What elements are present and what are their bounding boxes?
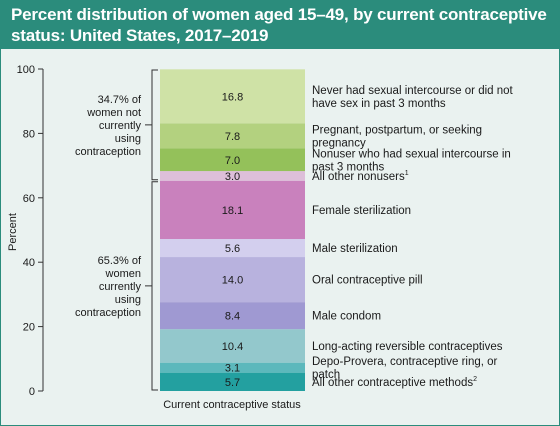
legend-label: All other nonusers1 (312, 170, 409, 183)
group-bracket (145, 69, 158, 181)
bar-segment (160, 239, 305, 258)
segment-value-label: 14.0 (222, 275, 243, 287)
bar-segment (160, 180, 305, 240)
segment-value-label: 7.0 (225, 155, 240, 167)
segment-value-label: 18.1 (222, 205, 243, 217)
y-tick-label: 100 (17, 64, 35, 76)
legend-label: Long-acting reversible contraceptives (312, 341, 503, 353)
segment-value-label: 16.8 (222, 91, 243, 103)
segment-value-label: 3.1 (225, 363, 240, 375)
legend-label: Depo-Provera, contraceptive ring, or patc… (312, 356, 498, 381)
bar-segment (160, 302, 305, 330)
segment-value-label: 3.0 (225, 171, 240, 183)
legend-label: Male condom (312, 311, 381, 323)
group-label: 34.7% of women not currently using contracep… (75, 94, 142, 158)
legend-label: Never had sexual intercourse or did not h… (312, 85, 514, 110)
y-tick-label: 20 (23, 322, 35, 334)
segment-value-label: 8.4 (225, 311, 240, 323)
legend-label: Pregnant, postpartum, or seeking pregnanc… (312, 124, 482, 149)
segment-value-label: 10.4 (222, 341, 243, 353)
legend-label: Female sterilization (312, 205, 411, 217)
y-axis-label: Percent (7, 213, 19, 251)
legend-label: Male sterilization (312, 243, 398, 255)
title-banner: Percent distribution of women aged 15–49… (1, 1, 559, 49)
segment-value-label: 5.7 (225, 377, 240, 389)
chart-title: Percent distribution of women aged 15–49… (11, 5, 547, 45)
group-bracket (145, 181, 158, 391)
x-axis-label: Current contraceptive status (163, 399, 301, 411)
y-tick-label: 60 (23, 193, 35, 205)
bar-segment (160, 372, 305, 391)
bar-segment (160, 69, 305, 124)
segment-value-label: 7.8 (225, 131, 240, 143)
bar-segment (160, 329, 305, 363)
y-tick-label: 0 (29, 386, 35, 398)
y-tick-label: 80 (23, 128, 35, 140)
bar-segment (160, 123, 305, 149)
legend-label: Oral contraceptive pill (312, 275, 423, 287)
bar-segment (160, 257, 305, 303)
y-tick-label: 40 (23, 257, 35, 269)
bar-segment (160, 171, 305, 181)
segment-value-label: 5.6 (225, 243, 240, 255)
bar-segment (160, 362, 305, 373)
legend-label: Nonuser who had sexual intercourse in pas… (312, 148, 511, 173)
legend-label: All other contraceptive methods2 (312, 376, 477, 389)
bar-segment (160, 148, 305, 172)
group-label: 65.3% of women currently using contraception (75, 255, 142, 319)
